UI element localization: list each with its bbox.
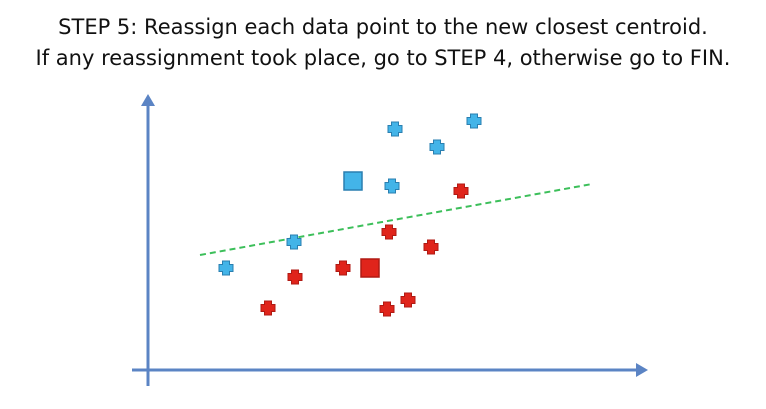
red-centroid-square-icon xyxy=(360,258,380,278)
blue-centroid-square-icon xyxy=(343,171,363,191)
red-point-plus-icon xyxy=(400,292,416,308)
blue-point-plus-icon xyxy=(384,178,400,194)
step-label: STEP 5 xyxy=(58,15,131,39)
red-point-plus-icon xyxy=(423,239,439,255)
red-point-plus-icon xyxy=(260,300,276,316)
caption-line-1-text: : Reassign each data point to the new cl… xyxy=(130,15,708,39)
axes xyxy=(132,94,648,386)
caption-line-1: STEP 5: Reassign each data point to the … xyxy=(0,12,766,43)
blue-point-plus-icon xyxy=(429,139,445,155)
red-point-plus-icon xyxy=(379,301,395,317)
blue-point-plus-icon xyxy=(466,113,482,129)
blue-point-plus-icon xyxy=(387,121,403,137)
caption-line-2: If any reassignment took place, go to ST… xyxy=(35,46,731,70)
red-point-plus-icon xyxy=(335,260,351,276)
blue-point-plus-icon xyxy=(218,260,234,276)
step-caption: STEP 5: Reassign each data point to the … xyxy=(0,12,766,74)
markers xyxy=(218,113,482,317)
red-point-plus-icon xyxy=(381,224,397,240)
divider-line xyxy=(199,183,593,256)
blue-point-plus-icon xyxy=(286,234,302,250)
x-axis-arrow-icon xyxy=(636,363,648,377)
red-point-plus-icon xyxy=(453,183,469,199)
y-axis-arrow-icon xyxy=(141,94,155,106)
red-point-plus-icon xyxy=(287,269,303,285)
